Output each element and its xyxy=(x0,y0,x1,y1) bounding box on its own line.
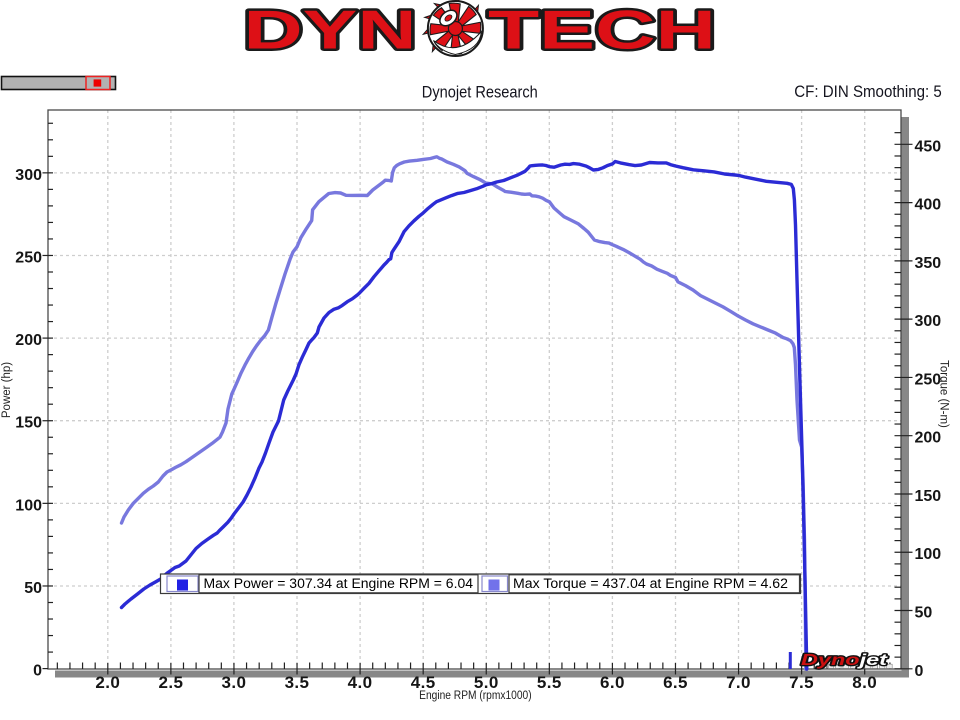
svg-text:Torque (N-m): Torque (N-m) xyxy=(938,360,950,428)
svg-text:5.0: 5.0 xyxy=(474,673,499,692)
svg-text:0: 0 xyxy=(915,663,924,680)
svg-text:200: 200 xyxy=(915,430,942,447)
svg-text:TECH: TECH xyxy=(488,0,716,61)
svg-text:Power (hp): Power (hp) xyxy=(1,362,13,418)
svg-text:5.5: 5.5 xyxy=(537,673,562,692)
svg-text:350: 350 xyxy=(915,255,942,272)
svg-text:DYN: DYN xyxy=(244,0,417,61)
svg-text:100: 100 xyxy=(915,546,942,563)
svg-text:150: 150 xyxy=(915,488,942,505)
svg-text:7.5: 7.5 xyxy=(789,673,814,692)
svg-text:Max Torque = 437.04 at Engine: Max Torque = 437.04 at Engine RPM = 4.62 xyxy=(513,576,788,591)
svg-text:100: 100 xyxy=(15,497,42,514)
svg-text:450: 450 xyxy=(915,138,942,155)
svg-text:2.0: 2.0 xyxy=(95,673,120,692)
svg-text:4.5: 4.5 xyxy=(411,673,436,692)
svg-text:Dynojet Research: Dynojet Research xyxy=(422,83,538,102)
svg-text:6.5: 6.5 xyxy=(663,673,688,692)
svg-text:CF: DIN Smoothing: 5: CF: DIN Smoothing: 5 xyxy=(794,82,942,101)
svg-text:4.0: 4.0 xyxy=(348,673,373,692)
svg-text:250: 250 xyxy=(15,250,42,267)
svg-text:400: 400 xyxy=(915,197,942,214)
svg-text:Max Power = 307.34 at Engine R: Max Power = 307.34 at Engine RPM = 6.04 xyxy=(204,576,474,591)
svg-text:3.0: 3.0 xyxy=(221,673,246,692)
svg-text:50: 50 xyxy=(915,605,933,622)
svg-text:300: 300 xyxy=(15,167,42,184)
svg-text:Engine RPM (rpmx1000): Engine RPM (rpmx1000) xyxy=(419,690,532,702)
svg-text:200: 200 xyxy=(15,332,42,349)
svg-text:2.5: 2.5 xyxy=(158,673,183,692)
svg-text:0: 0 xyxy=(33,663,42,680)
svg-text:250: 250 xyxy=(915,371,942,388)
svg-text:150: 150 xyxy=(15,415,42,432)
svg-text:50: 50 xyxy=(24,580,42,597)
svg-text:6.0: 6.0 xyxy=(600,673,625,692)
svg-text:Dynojet: Dyno jet xyxy=(801,652,888,669)
svg-text:3.5: 3.5 xyxy=(285,673,310,692)
svg-text:7.0: 7.0 xyxy=(726,673,751,692)
svg-text:300: 300 xyxy=(915,313,942,330)
svg-text:8.0: 8.0 xyxy=(852,673,877,692)
